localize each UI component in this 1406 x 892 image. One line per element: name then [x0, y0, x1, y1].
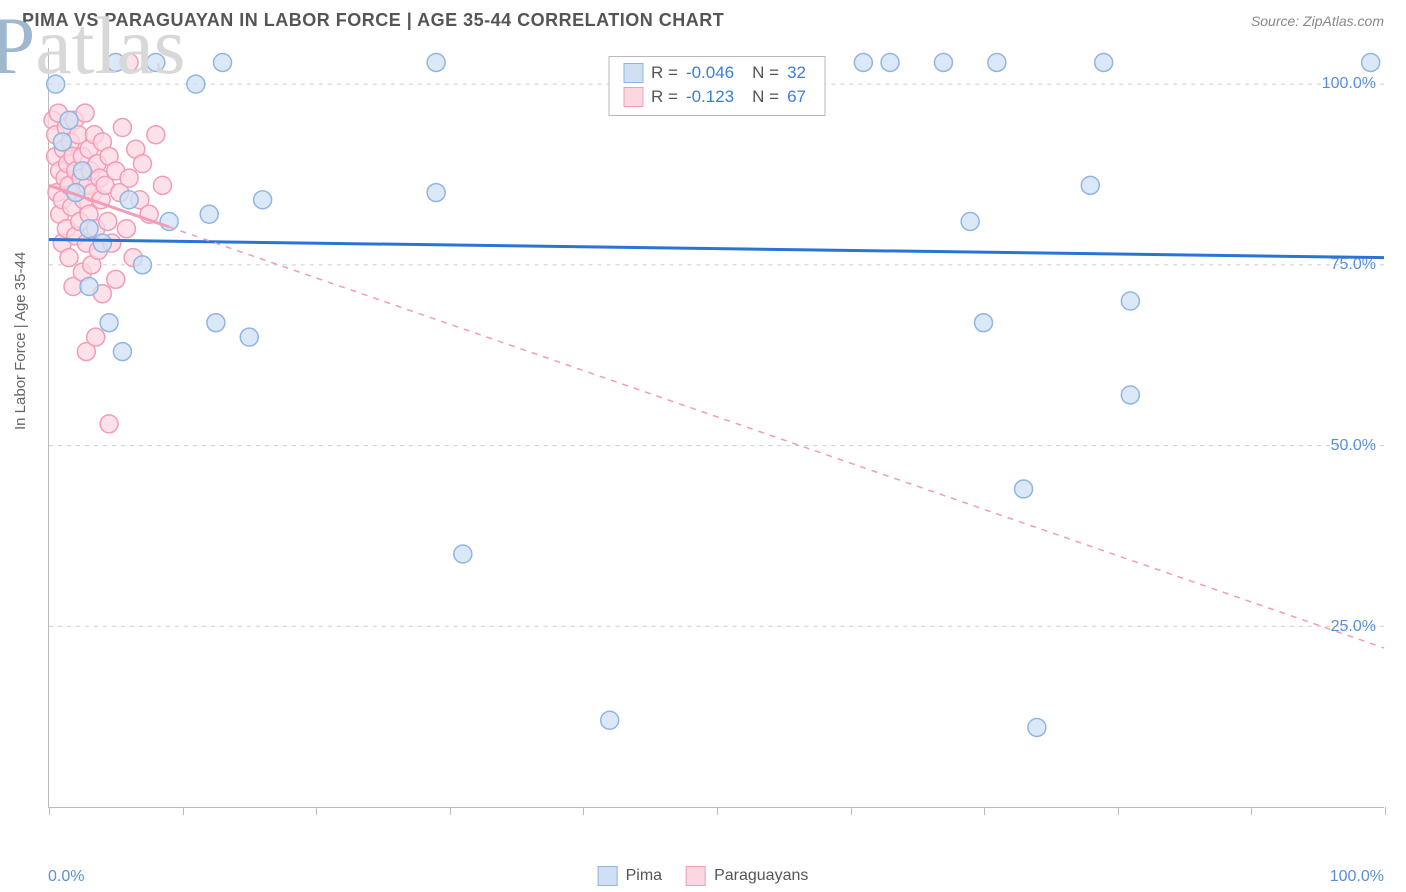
- stats-r-label: R =: [651, 61, 678, 85]
- scatter-point-pima: [73, 162, 91, 180]
- scatter-point-pima: [240, 328, 258, 346]
- y-tick-label: 50.0%: [1331, 437, 1376, 455]
- chart-svg: ZIPatlas: [49, 48, 1384, 807]
- scatter-point-pima: [120, 191, 138, 209]
- x-tick: [984, 807, 985, 815]
- scatter-point-paraguayans: [153, 176, 171, 194]
- scatter-point-pima: [214, 53, 232, 71]
- y-axis-label: In Labor Force | Age 35-44: [12, 252, 29, 430]
- stats-box: R = -0.046 N = 32 R = -0.123 N = 67: [608, 56, 825, 116]
- scatter-point-pima: [881, 53, 899, 71]
- legend-label: Paraguayans: [714, 867, 808, 885]
- scatter-point-paraguayans: [147, 126, 165, 144]
- stats-r-value: -0.123: [686, 85, 734, 109]
- scatter-point-pima: [427, 53, 445, 71]
- scatter-point-pima: [113, 343, 131, 361]
- legend-label: Pima: [626, 867, 662, 885]
- x-axis-max-label: 100.0%: [1330, 868, 1384, 886]
- stats-row: R = -0.046 N = 32: [623, 61, 806, 85]
- stats-r-value: -0.046: [686, 61, 734, 85]
- scatter-point-pima: [100, 314, 118, 332]
- trend-line-paraguayans: [169, 227, 1384, 648]
- legend-item: Paraguayans: [686, 866, 808, 886]
- scatter-point-paraguayans: [87, 328, 105, 346]
- scatter-point-pima: [200, 205, 218, 223]
- scatter-point-pima: [454, 545, 472, 563]
- scatter-point-paraguayans: [107, 270, 125, 288]
- legend: Pima Paraguayans: [598, 866, 809, 886]
- scatter-point-paraguayans: [99, 212, 117, 230]
- scatter-point-pima: [147, 53, 165, 71]
- scatter-point-pima: [1015, 480, 1033, 498]
- scatter-point-pima: [961, 212, 979, 230]
- x-tick: [1118, 807, 1119, 815]
- scatter-point-pima: [47, 75, 65, 93]
- x-tick: [717, 807, 718, 815]
- scatter-point-pima: [427, 184, 445, 202]
- x-tick: [851, 807, 852, 815]
- scatter-point-paraguayans: [76, 104, 94, 122]
- scatter-point-paraguayans: [60, 249, 78, 267]
- scatter-point-pima: [934, 53, 952, 71]
- stats-n-label: N =: [752, 85, 779, 109]
- chart-title: PIMA VS PARAGUAYAN IN LABOR FORCE | AGE …: [22, 10, 724, 31]
- x-tick: [316, 807, 317, 815]
- x-tick: [1251, 807, 1252, 815]
- scatter-point-pima: [80, 278, 98, 296]
- scatter-point-paraguayans: [120, 169, 138, 187]
- stats-n-value: 67: [787, 85, 806, 109]
- scatter-point-pima: [601, 711, 619, 729]
- scatter-point-pima: [93, 234, 111, 252]
- legend-swatch: [686, 866, 706, 886]
- scatter-point-pima: [160, 212, 178, 230]
- scatter-point-pima: [207, 314, 225, 332]
- scatter-point-pima: [107, 53, 125, 71]
- legend-item: Pima: [598, 866, 662, 886]
- stats-row: R = -0.123 N = 67: [623, 85, 806, 109]
- scatter-point-pima: [1362, 53, 1380, 71]
- scatter-point-paraguayans: [113, 119, 131, 137]
- scatter-point-pima: [975, 314, 993, 332]
- y-tick-label: 100.0%: [1322, 75, 1376, 93]
- scatter-point-pima: [1095, 53, 1113, 71]
- source-attribution: Source: ZipAtlas.com: [1251, 13, 1384, 29]
- x-tick: [450, 807, 451, 815]
- scatter-point-pima: [187, 75, 205, 93]
- scatter-point-paraguayans: [100, 415, 118, 433]
- scatter-point-pima: [133, 256, 151, 274]
- x-tick: [183, 807, 184, 815]
- x-axis-min-label: 0.0%: [48, 868, 84, 886]
- scatter-point-pima: [80, 220, 98, 238]
- scatter-point-pima: [1028, 718, 1046, 736]
- legend-swatch: [623, 87, 643, 107]
- scatter-point-pima: [1121, 292, 1139, 310]
- scatter-point-paraguayans: [117, 220, 135, 238]
- scatter-point-pima: [988, 53, 1006, 71]
- stats-n-value: 32: [787, 61, 806, 85]
- scatter-point-pima: [53, 133, 71, 151]
- legend-swatch: [598, 866, 618, 886]
- x-tick: [49, 807, 50, 815]
- legend-swatch: [623, 63, 643, 83]
- x-tick: [1385, 807, 1386, 815]
- scatter-point-pima: [1081, 176, 1099, 194]
- x-tick: [583, 807, 584, 815]
- scatter-point-pima: [254, 191, 272, 209]
- y-tick-label: 75.0%: [1331, 256, 1376, 274]
- scatter-point-paraguayans: [133, 155, 151, 173]
- stats-n-label: N =: [752, 61, 779, 85]
- scatter-point-pima: [60, 111, 78, 129]
- scatter-point-pima: [1121, 386, 1139, 404]
- plot-area: ZIPatlas R = -0.046 N = 32 R = -0.123 N = 6…: [48, 48, 1384, 808]
- scatter-point-pima: [854, 53, 872, 71]
- y-tick-label: 25.0%: [1331, 618, 1376, 636]
- stats-r-label: R =: [651, 85, 678, 109]
